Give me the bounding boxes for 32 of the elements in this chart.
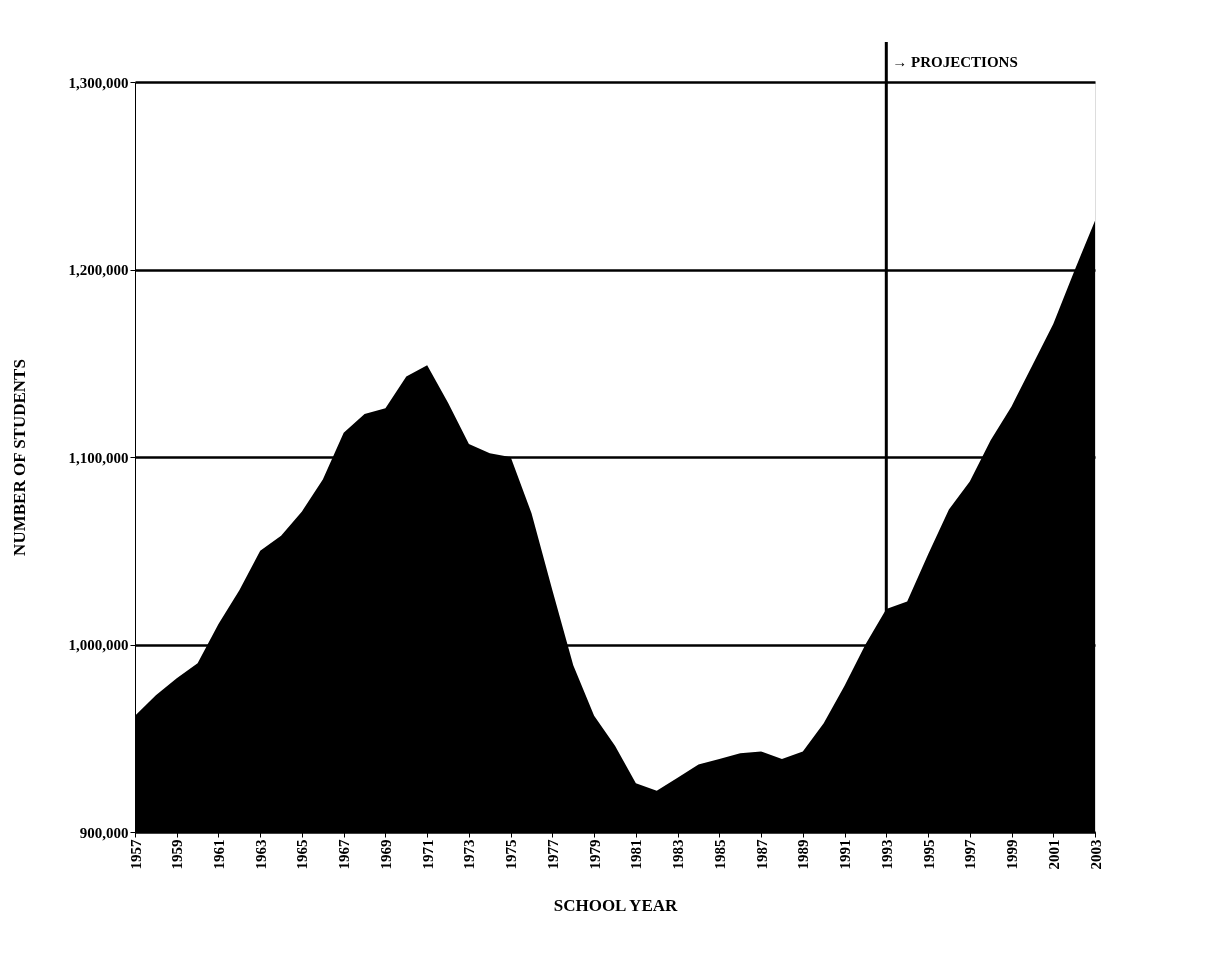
- x-tick-label: 1993: [878, 839, 895, 870]
- y-tick-label: 900,000: [79, 824, 129, 841]
- x-tick-label: 1975: [503, 839, 520, 870]
- y-tick-label: 1,100,000: [68, 449, 129, 466]
- y-axis-title: NUMBER OF STUDENTS: [9, 359, 29, 556]
- x-tick-label: 1979: [586, 839, 603, 870]
- x-tick-label: 1991: [837, 839, 854, 870]
- y-tick-label: 1,000,000: [68, 637, 129, 653]
- y-tick-label: 1,300,000: [68, 74, 129, 91]
- x-tick-label: 2001: [1045, 839, 1062, 870]
- y-tick-label: 1,200,000: [68, 262, 129, 278]
- x-tick-label: 1977: [544, 839, 561, 870]
- x-tick-label: 1965: [294, 839, 311, 870]
- x-tick-label: 1959: [169, 839, 186, 870]
- x-axis-title: SCHOOL YEAR: [553, 895, 679, 915]
- x-tick-label: 1987: [753, 839, 770, 870]
- x-tick-label: 1997: [962, 839, 979, 870]
- x-tick-label: 2003: [1087, 839, 1104, 870]
- x-tick-label: 1973: [461, 839, 478, 870]
- x-tick-label: 1957: [127, 839, 144, 870]
- x-tick-label: 1981: [628, 839, 645, 870]
- x-tick-label: 1961: [210, 839, 227, 870]
- x-tick-label: 1989: [795, 839, 812, 870]
- x-tick-label: 1969: [377, 839, 394, 870]
- x-tick-label: 1971: [419, 839, 436, 870]
- x-tick-label: 1967: [336, 839, 353, 870]
- ref-line-label: → PROJECTIONS: [892, 54, 1018, 70]
- x-tick-label: 1995: [920, 839, 937, 870]
- x-tick-label: 1985: [711, 839, 728, 870]
- x-tick-label: 1999: [1004, 839, 1021, 870]
- x-tick-label: 1963: [252, 839, 269, 870]
- x-tick-label: 1983: [670, 839, 687, 870]
